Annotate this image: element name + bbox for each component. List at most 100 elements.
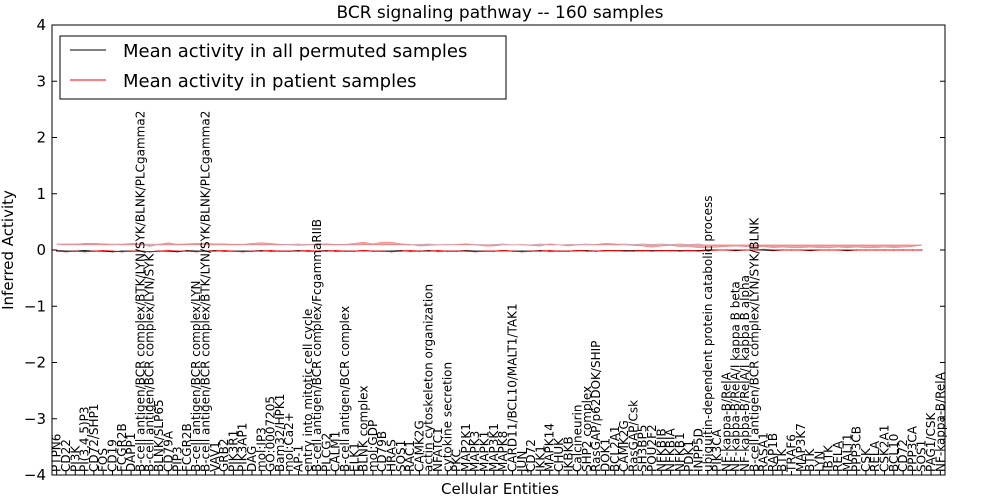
category-label: NFKB1 [673,432,687,472]
category-label: INPP5D [692,428,706,472]
category-label: CARD11/BCL10/MALT1/TAK1 [506,303,520,472]
patient-mean-point [623,250,625,252]
category-label: NFATC1 [431,427,445,472]
x-axis-label: Cellular Entities [441,480,559,498]
category-label: MAP3K7 [794,423,808,472]
category-label: PAG1/CSK [924,412,938,472]
legend: Mean activity in all permuted samples Me… [59,35,507,100]
patient-mean-point [409,250,411,252]
y-tick-label: 0 [36,241,46,259]
category-label: MAPK1 [478,431,492,472]
category-label: Bam32/HPK1 [273,394,287,472]
category-label: MAPK8 [496,431,510,472]
patient-mean-point [772,249,774,251]
patient-mean-point [567,250,569,252]
patient-mean-point [363,250,365,252]
category-label: RasGAP/p62DOK/SHIP [589,341,603,472]
patient-mean-point [595,250,597,252]
category-label: DAG [245,446,259,472]
patient-mean-point [381,250,383,252]
patient-mean-point [549,250,551,252]
patient-mean-point [837,249,839,251]
category-label: GO:0007205 [264,396,278,472]
category-label: NFKBIB [654,428,668,472]
patient-mean-point [604,250,607,252]
category-label: RAC1 [403,440,417,472]
patient-mean-point [418,250,420,252]
patient-mean-point [400,250,402,252]
category-label: RASA1 [757,432,771,472]
category-label: PIK3CA [710,428,724,472]
patient-mean-point [911,249,914,251]
category-label: RasGAP/Csk [626,400,640,472]
category-label: B-cell antigen/BCR complex/LYN/SYK/BLNK [747,217,761,472]
patient-mean-point [632,250,635,252]
category-label: mol:IP3 [254,427,268,472]
patient-mean-point [521,251,523,253]
plot-frame [51,24,946,476]
patient-mean-point [232,250,234,252]
patient-mean-point [149,251,151,253]
patient-mean-point [679,250,681,252]
category-label: HRAS [385,439,399,472]
y-tick-label: −1 [24,297,46,315]
category-label: BCL2A1 [608,425,622,472]
category-label: NF-kappa-B/RelA/I kappa B beta [729,281,743,472]
patient-mean-point [809,249,811,251]
y-tick-label: 1 [36,185,46,203]
category-label: BCL10 [887,434,901,472]
category-label: PIP3 [171,446,185,472]
chart-title: BCR signaling pathway -- 160 samples [336,3,663,23]
patient-mean-point [223,250,225,252]
patient-mean-point [893,249,895,251]
category-label: PIK3AP1 [236,423,250,472]
y-tick-label: −2 [24,354,46,372]
category-label: RAP1B [766,433,780,472]
category-label: B-cell antigen/BCR complex/LYN/SYK [143,252,157,472]
category-label: PPP3CB [850,426,864,472]
patient-mean-point [344,250,346,252]
patient-mean-point [279,250,281,252]
category-label: ELK1 [347,442,361,472]
patient-mean-point [493,250,495,252]
y-tick-label: 4 [36,16,46,34]
category-label: MAP3K1 [487,423,501,472]
y-tick-label: 2 [36,129,46,147]
patient-mean-point [725,249,728,251]
category-label: SH3BP5 [636,425,650,472]
patient-mean-point [800,249,802,251]
category-label: actin cytoskeleton organization [422,284,436,472]
category-label: PTPN6 [50,434,64,472]
patient-mean-point [325,250,327,252]
y-axis-label: Inferred Activity [0,190,17,310]
category-label: CD79A [161,430,175,472]
category-label: B-cell antigen/BCR complex/LYN [189,280,203,472]
patient-mean-point [111,250,114,252]
patient-mean-point [921,249,923,251]
patient-mean-point [753,249,755,251]
patient-mean-point [56,250,58,252]
patient-mean-point [828,249,830,251]
patient-range-band [56,241,922,249]
patient-mean-point [167,250,169,252]
category-label: IBTK [822,444,836,472]
patient-mean-point [297,250,300,252]
patient-mean-point [902,249,904,251]
patient-mean-point [614,250,616,252]
patient-mean-point [428,250,430,252]
y-tick-label: 3 [36,72,46,90]
category-label: B-cell antigen/BCR complex/BTK/LYN/SYK/B… [199,111,213,472]
category-label: CD72 [524,439,538,472]
category-label: LYN [812,451,826,472]
category-label: PI(3,4,5)P3 [78,406,92,472]
patient-mean-point [818,249,821,251]
category-label: NF-kappa-B/RelA [719,371,733,472]
category-label: MAPK3 [468,431,482,472]
patient-mean-point [437,250,439,252]
patient-mean-point [790,249,793,251]
category-label: CD72 [896,439,910,472]
patient-mean-point [446,250,448,252]
category-label: JUN [515,451,529,473]
category-label: VAV1 [208,441,222,472]
